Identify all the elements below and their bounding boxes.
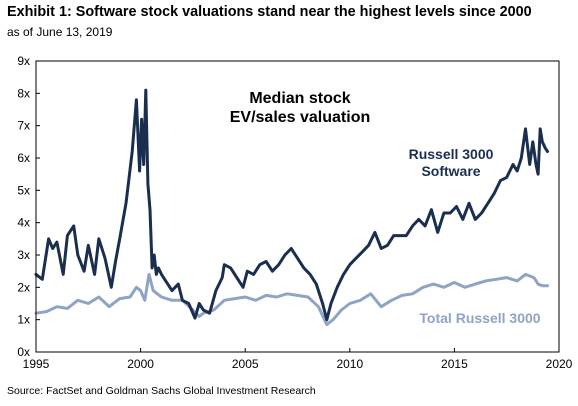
series-line-total-russell-3000 bbox=[34, 272, 549, 326]
y-tick-label: 9x bbox=[17, 54, 30, 68]
series-label-software-line-1: Russell 3000 bbox=[409, 146, 494, 162]
series-label-total-russell-3000: Total Russell 3000 bbox=[419, 310, 540, 326]
exhibit-subtitle: as of June 13, 2019 bbox=[7, 25, 113, 39]
y-tick-label: 3x bbox=[17, 248, 30, 262]
chart-title-line-1: Median stock bbox=[249, 90, 350, 107]
y-tick-label: 5x bbox=[17, 183, 30, 197]
y-tick-label: 0x bbox=[17, 345, 30, 359]
y-tick-label: 2x bbox=[17, 280, 30, 294]
x-tick-label: 2010 bbox=[336, 357, 363, 371]
y-axis-tick-labels: 0x 1x 2x 3x 4x 5x 6x 7x 8x 9x bbox=[17, 54, 40, 359]
series-line-russell-3000-software bbox=[34, 88, 549, 322]
x-tick-label: 2005 bbox=[232, 357, 259, 371]
exhibit-title: Exhibit 1: Software stock valuations sta… bbox=[7, 4, 532, 20]
x-tick-label: 2015 bbox=[441, 357, 468, 371]
x-tick-label: 2000 bbox=[127, 357, 154, 371]
y-tick-label: 8x bbox=[17, 86, 30, 100]
y-tick-label: 4x bbox=[17, 216, 30, 230]
y-tick-label: 7x bbox=[17, 119, 30, 133]
source-note: Source: FactSet and Goldman Sachs Global… bbox=[7, 385, 316, 397]
series-label-software-line-2: Software bbox=[421, 163, 480, 179]
x-tick-label: 2020 bbox=[546, 357, 573, 371]
plot-frame bbox=[35, 60, 560, 353]
x-tick-label: 1995 bbox=[23, 357, 50, 371]
y-tick-label: 1x bbox=[17, 313, 30, 327]
series-layer bbox=[34, 88, 549, 326]
x-axis-tick-labels: 1995 2000 2005 2010 2015 2020 bbox=[23, 348, 573, 371]
chart-title-line-2: EV/sales valuation bbox=[230, 109, 371, 126]
y-tick-label: 6x bbox=[17, 151, 30, 165]
